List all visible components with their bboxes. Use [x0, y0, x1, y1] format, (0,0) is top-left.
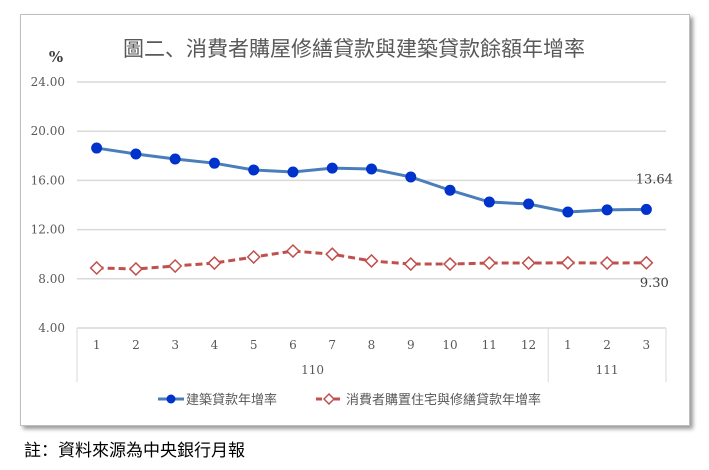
legend-marker [166, 394, 176, 404]
y-tick-label: 8.00 [38, 272, 65, 286]
legend-label: 建築貸款年增率 [186, 392, 277, 408]
footnote: 註：資料來源為中央銀行月報 [24, 441, 245, 461]
x-tick-label: 2 [603, 338, 611, 352]
data-label: 13.64 [636, 172, 673, 187]
data-point [521, 255, 536, 271]
data-point [640, 203, 652, 215]
data-point [287, 166, 299, 178]
x-tick-label: 1 [564, 338, 572, 352]
data-point [405, 171, 417, 183]
group-label: 111 [596, 363, 619, 377]
data-point [366, 163, 377, 175]
data-point [248, 164, 260, 176]
x-tick-label: 12 [521, 338, 536, 352]
data-point [128, 261, 143, 277]
data-point [600, 255, 615, 271]
x-tick-label: 1 [93, 338, 101, 352]
data-point [208, 157, 220, 169]
x-tick-label: 5 [250, 338, 258, 352]
group-label: 110 [301, 363, 324, 377]
data-point [168, 258, 183, 274]
x-tick-label: 10 [442, 338, 457, 352]
data-point [601, 204, 613, 216]
x-tick-label: 6 [289, 338, 297, 352]
data-point [523, 198, 535, 210]
data-point [89, 260, 104, 276]
data-point [444, 184, 456, 196]
x-tick-label: 8 [368, 338, 376, 352]
data-point [207, 255, 222, 271]
y-tick-label: 4.00 [38, 321, 65, 335]
data-point [364, 253, 379, 269]
data-point [442, 256, 458, 272]
data-point [169, 153, 181, 165]
data-point [639, 255, 654, 270]
data-point [285, 243, 301, 259]
x-tick-label: 2 [132, 338, 140, 352]
data-point [560, 255, 575, 270]
data-label: 9.30 [640, 276, 669, 291]
x-tick-label: 9 [407, 338, 415, 352]
legend-marker [322, 392, 336, 406]
data-point [326, 162, 338, 174]
y-tick-label: 16.00 [31, 173, 65, 187]
legend-label: 消費者購置住宅與修繕貸款年增率 [346, 392, 541, 408]
data-point [403, 256, 418, 272]
data-point [325, 247, 340, 262]
data-point [483, 196, 495, 208]
x-tick-label: 7 [328, 338, 336, 352]
x-tick-label: 3 [171, 338, 179, 352]
chart-title: 圖二、消費者購屋修繕貸款與建築貸款餘額年增率 [123, 37, 585, 61]
data-point [246, 249, 261, 265]
y-axis-unit: % [49, 48, 63, 66]
x-tick-label: 3 [643, 338, 651, 352]
data-point [130, 148, 142, 160]
data-point [91, 142, 103, 154]
y-tick-label: 24.00 [31, 75, 65, 89]
data-point [562, 206, 574, 218]
x-tick-label: 4 [211, 338, 219, 352]
data-point [482, 255, 497, 271]
y-tick-label: 12.00 [31, 223, 65, 237]
y-tick-label: 20.00 [31, 124, 65, 138]
x-tick-label: 11 [482, 338, 497, 352]
